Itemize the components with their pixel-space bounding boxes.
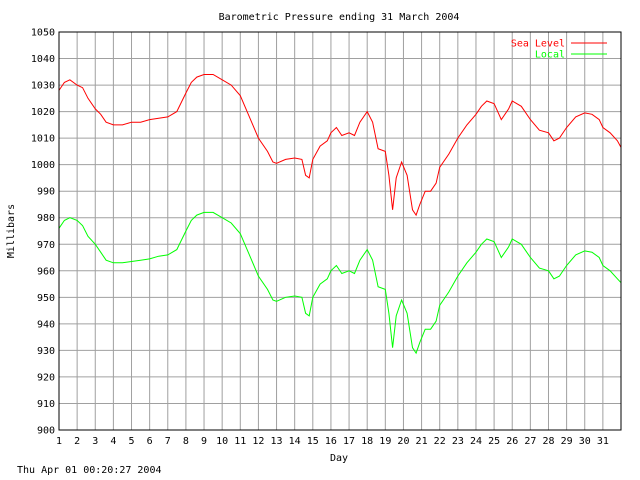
x-tick-label-13: 13	[271, 436, 283, 447]
y-tick-label-1050: 1050	[31, 28, 55, 39]
x-tick-label-18: 18	[361, 436, 373, 447]
x-tick-label-3: 3	[92, 436, 98, 447]
y-tick-label-920: 920	[37, 372, 55, 383]
x-tick-label-23: 23	[452, 436, 464, 447]
chart-title: Barometric Pressure ending 31 March 2004	[219, 12, 460, 23]
y-tick-label-980: 980	[37, 213, 55, 224]
plot-frame	[58, 31, 622, 431]
y-tick-label-910: 910	[37, 399, 55, 410]
x-tick-label-21: 21	[416, 436, 428, 447]
legend-label-1: Local	[535, 50, 565, 61]
x-tick-label-12: 12	[252, 436, 264, 447]
x-tick-label-26: 26	[506, 436, 518, 447]
x-tick-label-4: 4	[110, 436, 116, 447]
x-tick-label-5: 5	[129, 436, 135, 447]
series-lines	[58, 74, 622, 355]
x-tick-label-2: 2	[74, 436, 80, 447]
y-axis-ticks: 900 910 920 930 940 950 960 970 980 990 1000 1010 10…	[31, 28, 55, 437]
x-tick-label-25: 25	[488, 436, 500, 447]
x-tick-label-31: 31	[597, 436, 609, 447]
series-line-0	[58, 74, 622, 217]
x-tick-label-11: 11	[234, 436, 246, 447]
x-tick-label-20: 20	[397, 436, 409, 447]
y-tick-label-970: 970	[37, 240, 55, 251]
x-tick-label-10: 10	[216, 436, 228, 447]
footer-timestamp: Thu Apr 01 00:20:27 2004	[17, 465, 162, 476]
y-tick-label-1000: 1000	[31, 160, 55, 171]
y-tick-label-900: 900	[37, 426, 55, 437]
x-tick-label-9: 9	[201, 436, 207, 447]
x-tick-label-30: 30	[579, 436, 591, 447]
y-axis-label: Millibars	[6, 204, 17, 258]
x-tick-label-28: 28	[542, 436, 554, 447]
y-tick-label-950: 950	[37, 293, 55, 304]
y-tick-label-940: 940	[37, 319, 55, 330]
series-line-1	[58, 211, 622, 355]
x-tick-label-24: 24	[470, 436, 482, 447]
x-axis-label: Day	[330, 453, 348, 464]
y-tick-label-930: 930	[37, 346, 55, 357]
x-tick-label-27: 27	[524, 436, 536, 447]
x-tick-label-1: 1	[56, 436, 62, 447]
x-tick-label-15: 15	[307, 436, 319, 447]
x-tick-label-14: 14	[289, 436, 301, 447]
y-tick-label-1040: 1040	[31, 54, 55, 65]
x-tick-label-29: 29	[561, 436, 573, 447]
x-tick-label-8: 8	[183, 436, 189, 447]
x-tick-label-19: 19	[379, 436, 391, 447]
x-axis-ticks: 1 2 3 4 5 6 7 8 9 10 11 12 13 14 15 16 17 18 19 20 21 22 23 24 2…	[56, 436, 609, 447]
y-tick-label-1020: 1020	[31, 107, 55, 118]
y-tick-label-990: 990	[37, 187, 55, 198]
x-tick-label-6: 6	[147, 436, 153, 447]
y-tick-label-1010: 1010	[31, 134, 55, 145]
legend-label-0: Sea Level	[511, 39, 565, 50]
x-tick-label-17: 17	[343, 436, 355, 447]
y-tick-label-960: 960	[37, 266, 55, 277]
x-tick-label-22: 22	[434, 436, 446, 447]
y-tick-label-1030: 1030	[31, 81, 55, 92]
grid	[58, 31, 621, 431]
x-tick-label-7: 7	[165, 436, 171, 447]
x-tick-label-16: 16	[325, 436, 337, 447]
